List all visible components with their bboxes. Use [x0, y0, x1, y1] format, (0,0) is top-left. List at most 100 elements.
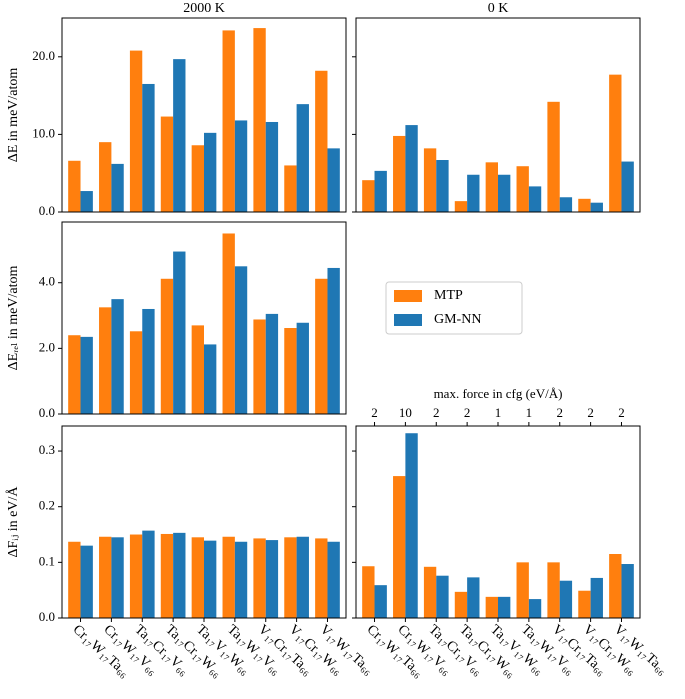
bar — [467, 174, 480, 212]
plot-frame — [355, 17, 641, 213]
bar — [129, 331, 143, 414]
bar — [191, 325, 204, 414]
bar — [204, 540, 217, 618]
bar — [405, 433, 418, 618]
bar — [621, 564, 634, 618]
bar — [173, 59, 186, 213]
y-axis-label: ΔFᵢⱼ in eV/Å — [5, 486, 21, 558]
top-tick-label: 2 — [371, 405, 378, 420]
bar — [436, 160, 449, 212]
bar — [160, 116, 174, 212]
bar — [296, 104, 309, 212]
bar — [559, 580, 573, 618]
bar — [160, 278, 174, 414]
bar — [405, 125, 418, 212]
bar — [129, 534, 143, 618]
bar — [284, 537, 297, 618]
bar — [498, 596, 511, 618]
top-tick-label: 10 — [399, 405, 412, 420]
bar — [498, 174, 511, 212]
bar — [296, 322, 309, 414]
y-tick-label: 20.0 — [32, 48, 55, 63]
bar — [362, 180, 375, 212]
bar — [222, 536, 235, 618]
top-tick-label: 2 — [587, 405, 594, 420]
y-tick-label: 0.0 — [39, 405, 55, 420]
bar — [80, 336, 93, 414]
bar — [436, 575, 449, 618]
bar — [516, 562, 529, 618]
bar — [129, 50, 143, 213]
legend-label: GM-NN — [434, 312, 481, 327]
y-tick-label: 0.0 — [39, 203, 55, 218]
top-tick-label: 2 — [433, 405, 440, 420]
bar — [315, 278, 328, 414]
bar — [111, 163, 124, 212]
bar — [423, 148, 437, 212]
bar — [234, 266, 248, 414]
y-tick-label: 10.0 — [32, 125, 55, 140]
bar — [222, 233, 235, 414]
bar — [173, 251, 186, 414]
panel-title: 2000 K — [183, 1, 225, 16]
y-axis-label: ΔE in meV/atom — [6, 68, 21, 163]
bar — [99, 536, 112, 618]
bar — [284, 328, 297, 414]
bar — [253, 28, 266, 213]
panel-title: 0 K — [488, 1, 509, 16]
bar — [315, 70, 328, 212]
bar — [590, 202, 603, 212]
bar — [454, 591, 468, 618]
bar — [204, 132, 217, 212]
bar — [374, 170, 387, 212]
legend-swatch — [394, 290, 422, 302]
bar — [547, 101, 560, 212]
bar — [327, 267, 340, 414]
bar — [142, 83, 155, 213]
bar — [111, 537, 124, 618]
y-tick-label: 0.3 — [39, 442, 55, 457]
bar — [253, 538, 266, 618]
bar — [559, 197, 573, 212]
bar — [160, 533, 174, 618]
y-axis-label: ΔEᵣₑₗ in meV/atom — [6, 266, 21, 371]
legend-label: MTP — [434, 288, 463, 303]
plot-frame — [61, 17, 347, 213]
y-tick-label: 2.0 — [39, 339, 55, 354]
bar — [111, 299, 124, 414]
bar — [253, 319, 266, 414]
bar — [265, 313, 279, 414]
plot-frame — [61, 221, 347, 415]
y-tick-label: 0.0 — [39, 609, 55, 624]
bar — [590, 577, 603, 618]
bar — [454, 201, 468, 212]
bar — [68, 335, 81, 414]
bar — [621, 161, 634, 212]
bar — [362, 566, 375, 618]
bar — [485, 596, 498, 618]
top-tick-label: 1 — [526, 405, 533, 420]
bar — [142, 530, 155, 618]
bar — [99, 307, 112, 414]
bar — [99, 142, 112, 212]
bar — [327, 541, 340, 618]
bar — [204, 344, 217, 414]
bar — [222, 30, 235, 212]
bar — [467, 577, 480, 618]
bar — [191, 537, 204, 618]
legend-swatch — [394, 314, 422, 326]
bar — [393, 476, 406, 618]
bar — [609, 74, 622, 212]
bar — [393, 135, 406, 212]
bar — [315, 538, 328, 618]
bar — [578, 590, 591, 618]
bar — [485, 162, 498, 212]
bar — [516, 166, 529, 212]
top-tick-label: 1 — [495, 405, 502, 420]
bar — [284, 165, 297, 212]
bar — [142, 308, 155, 414]
bar — [528, 186, 542, 212]
bar — [68, 541, 81, 618]
bar — [578, 198, 591, 212]
